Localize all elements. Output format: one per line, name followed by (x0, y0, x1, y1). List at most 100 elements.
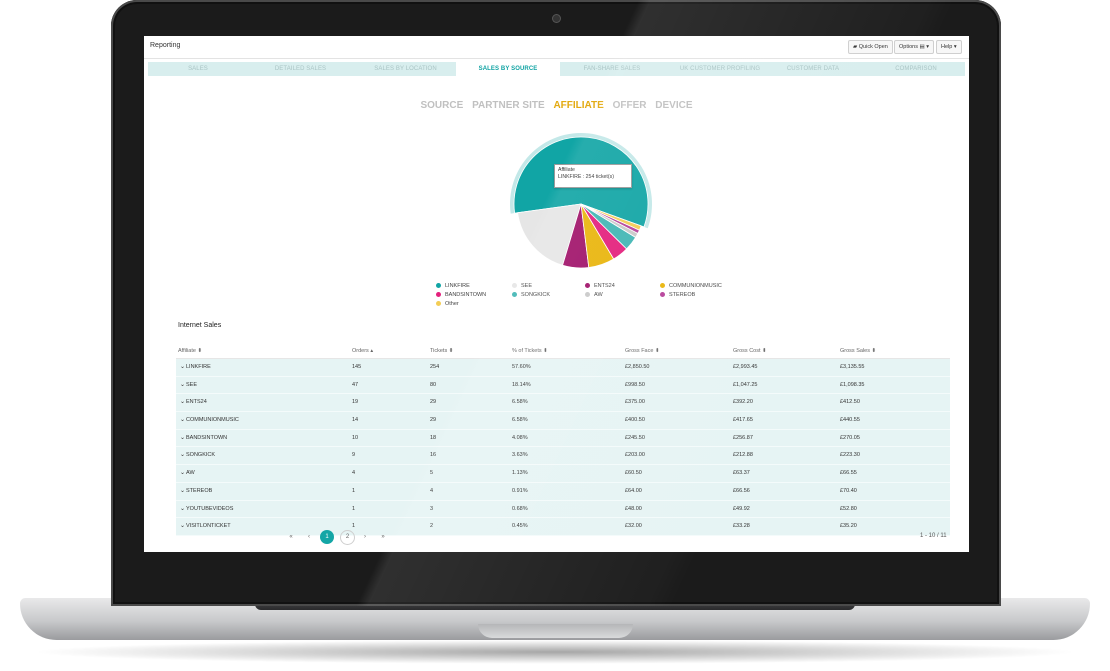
legend-item-aw[interactable]: AW (585, 292, 603, 298)
tab-comparison[interactable]: COMPARISON (895, 66, 937, 72)
tab-fan-share-sales[interactable]: FAN-SHARE SALES (583, 66, 641, 72)
page-2-button[interactable]: 2 (340, 530, 355, 545)
legend-item-linkfire[interactable]: LINKFIRE (436, 283, 470, 289)
chevron-down-icon[interactable]: ⌄ (180, 434, 186, 441)
table-cell: 145 (352, 364, 362, 370)
chevron-down-icon[interactable]: ⌄ (180, 470, 186, 477)
tab-customer-data[interactable]: CUSTOMER DATA (786, 66, 840, 72)
tab-sales-by-source[interactable]: SALES BY SOURCE (456, 60, 560, 78)
legend-dot (660, 283, 665, 289)
legend-dot (512, 292, 517, 298)
tooltip-title: Affiliate (558, 167, 575, 173)
chevron-down-icon[interactable]: ⌄ (180, 399, 186, 406)
table-cell: AW (186, 470, 195, 477)
subtab-partner-site[interactable]: PARTNER SITE (472, 100, 545, 111)
col-affiliate[interactable]: Affiliate ⬍ (178, 348, 203, 354)
legend-item-communionmusic[interactable]: COMMUNIONMUSIC (660, 283, 722, 289)
chevron-down-icon[interactable]: ⌄ (180, 417, 186, 424)
table-cell: £417.65 (733, 417, 753, 424)
legend-dot (585, 283, 590, 289)
table-row[interactable]: ⌄ YOUTUBEVIDEOS 1 3 0.68% £48.00 £49.92 £52.80 (176, 500, 950, 519)
chart-tooltip: Affiliate LINKFIRE : 254 ticket(s) (554, 164, 632, 188)
legend-item-see[interactable]: SEE (512, 283, 532, 289)
subtab-source[interactable]: SOURCE (420, 100, 464, 111)
table-cell: 0.91% (512, 487, 528, 494)
first-page-button[interactable]: « (289, 534, 293, 540)
report-tabs: SALES DETAILED SALES SALES BY LOCATION S… (148, 60, 965, 78)
laptop-shadow (30, 640, 1080, 664)
table-cell: 1.13% (512, 470, 528, 477)
col-percent-tickets[interactable]: % of Tickets ⬍ (512, 348, 548, 354)
legend-dot (436, 283, 441, 289)
table-cell: £70.40 (840, 487, 857, 494)
page-1-button[interactable]: 1 (320, 530, 334, 544)
tab-uk-customer-profiling[interactable]: UK CUSTOMER PROFILING (679, 66, 761, 72)
table-cell: £33.28 (733, 523, 750, 530)
table-cell: £212.88 (733, 452, 753, 459)
subtab-affiliate[interactable]: AFFILIATE (553, 100, 604, 111)
table-cell: £440.55 (840, 417, 860, 424)
col-orders[interactable]: Orders ▴ (352, 348, 374, 354)
table-cell: £48.00 (625, 505, 642, 512)
chevron-down-icon[interactable]: ⌄ (180, 381, 186, 388)
table-row[interactable]: ⌄ BANDSINTOWN 10 18 4.08% £245.50 £256.87 £270.… (176, 429, 950, 448)
chevron-down-icon[interactable]: ⌄ (180, 452, 186, 459)
quick-open-label: Quick Open (858, 44, 888, 50)
subtab-offer[interactable]: OFFER (612, 100, 647, 111)
last-page-button[interactable]: » (381, 534, 385, 540)
pie-slice-see[interactable] (506, 185, 585, 266)
help-button[interactable]: Help ▾ (936, 40, 962, 54)
internet-sales-table: Affiliate ⬍ Orders ▴ Tickets ⬍ % of Tick… (176, 344, 950, 536)
legend-item-ents24[interactable]: ENTS24 (585, 283, 615, 289)
chevron-down-icon[interactable]: ⌄ (180, 487, 186, 494)
table-row[interactable]: ⌄ VISITLONTICKET 1 2 0.45% £32.00 £33.28 £35.20 (176, 518, 950, 536)
tab-detailed-sales[interactable]: DETAILED SALES (274, 66, 327, 72)
table-cell: £1,047.25 (733, 381, 758, 388)
legend-label: STEREOB (669, 292, 696, 298)
table-cell: 4.08% (512, 434, 528, 441)
table-body: ⌄ LINKFIRE 145 254 57.60% £2,850.50 £2,993.45 £… (176, 359, 950, 536)
pie-slice-other[interactable] (579, 203, 642, 231)
table-row[interactable]: ⌄ COMMUNIONMUSIC 14 29 6.58% £400.50 £417.65 £4… (176, 412, 950, 430)
table-cell: £412.50 (840, 399, 860, 406)
table-cell: £52.80 (840, 505, 857, 512)
table-row[interactable]: ⌄ LINKFIRE 145 254 57.60% £2,850.50 £2,993.45 £… (176, 359, 950, 377)
tab-sales-by-location[interactable]: SALES BY LOCATION (374, 66, 437, 72)
table-cell: 1 (352, 523, 356, 530)
chevron-down-icon[interactable]: ⌄ (180, 364, 186, 370)
page-info: 1 - 10 / 11 (920, 533, 947, 539)
table-row[interactable]: ⌄ AW 4 5 1.13% £60.50 £63.37 £66.55 (176, 465, 950, 483)
source-subtabs: SOURCE PARTNER SITE AFFILIATE OFFER DEVI… (144, 100, 969, 111)
table-row[interactable]: ⌄ ENTS24 19 29 6.58% £375.00 £392.20 £412.50 (176, 394, 950, 413)
table-cell: 19 (352, 399, 359, 406)
chevron-down-icon[interactable]: ⌄ (180, 505, 186, 512)
camera-icon (553, 15, 560, 22)
table-cell: 0.68% (512, 505, 528, 512)
affiliate-pie-chart (506, 133, 652, 269)
subtab-device[interactable]: DEVICE (655, 100, 693, 111)
legend-item-other[interactable]: Other (436, 301, 459, 307)
table-cell: £2,850.50 (625, 364, 650, 370)
quick-open-button[interactable]: ▰ Quick Open (848, 40, 893, 54)
options-button[interactable]: Options ▤ ▾ (894, 40, 934, 54)
legend-item-stereob[interactable]: STEREOB (660, 292, 695, 298)
table-cell: £3,135.55 (840, 364, 865, 370)
legend-item-songkick[interactable]: SONGKICK (512, 292, 550, 298)
chevron-down-icon[interactable]: ⌄ (180, 523, 186, 530)
legend-item-bandsintown[interactable]: BANDSINTOWN (436, 292, 486, 298)
table-row[interactable]: ⌄ SEE 47 80 18.14% £998.50 £1,047.25 £1,098.35 (176, 376, 950, 395)
prev-page-button[interactable]: ‹ (308, 534, 310, 540)
col-gross-sales[interactable]: Gross Sales ⬍ (840, 348, 877, 354)
table-cell: £203.00 (625, 452, 645, 459)
col-gross-face[interactable]: Gross Face ⬍ (625, 348, 660, 354)
next-page-button[interactable]: › (364, 534, 366, 540)
col-tickets[interactable]: Tickets ⬍ (430, 348, 454, 354)
table-row[interactable]: ⌄ SONGKICK 9 16 3.63% £203.00 £212.88 £223.30 (176, 447, 950, 466)
table-row[interactable]: ⌄ STEREOB 1 4 0.91% £64.00 £66.56 £70.40 (176, 482, 950, 501)
table-cell: £35.20 (840, 523, 857, 530)
table-cell: 16 (430, 452, 437, 459)
legend-dot (436, 292, 441, 298)
col-gross-cost[interactable]: Gross Cost ⬍ (733, 348, 767, 354)
table-cell: £49.92 (733, 505, 750, 512)
tab-sales[interactable]: SALES (188, 66, 208, 72)
